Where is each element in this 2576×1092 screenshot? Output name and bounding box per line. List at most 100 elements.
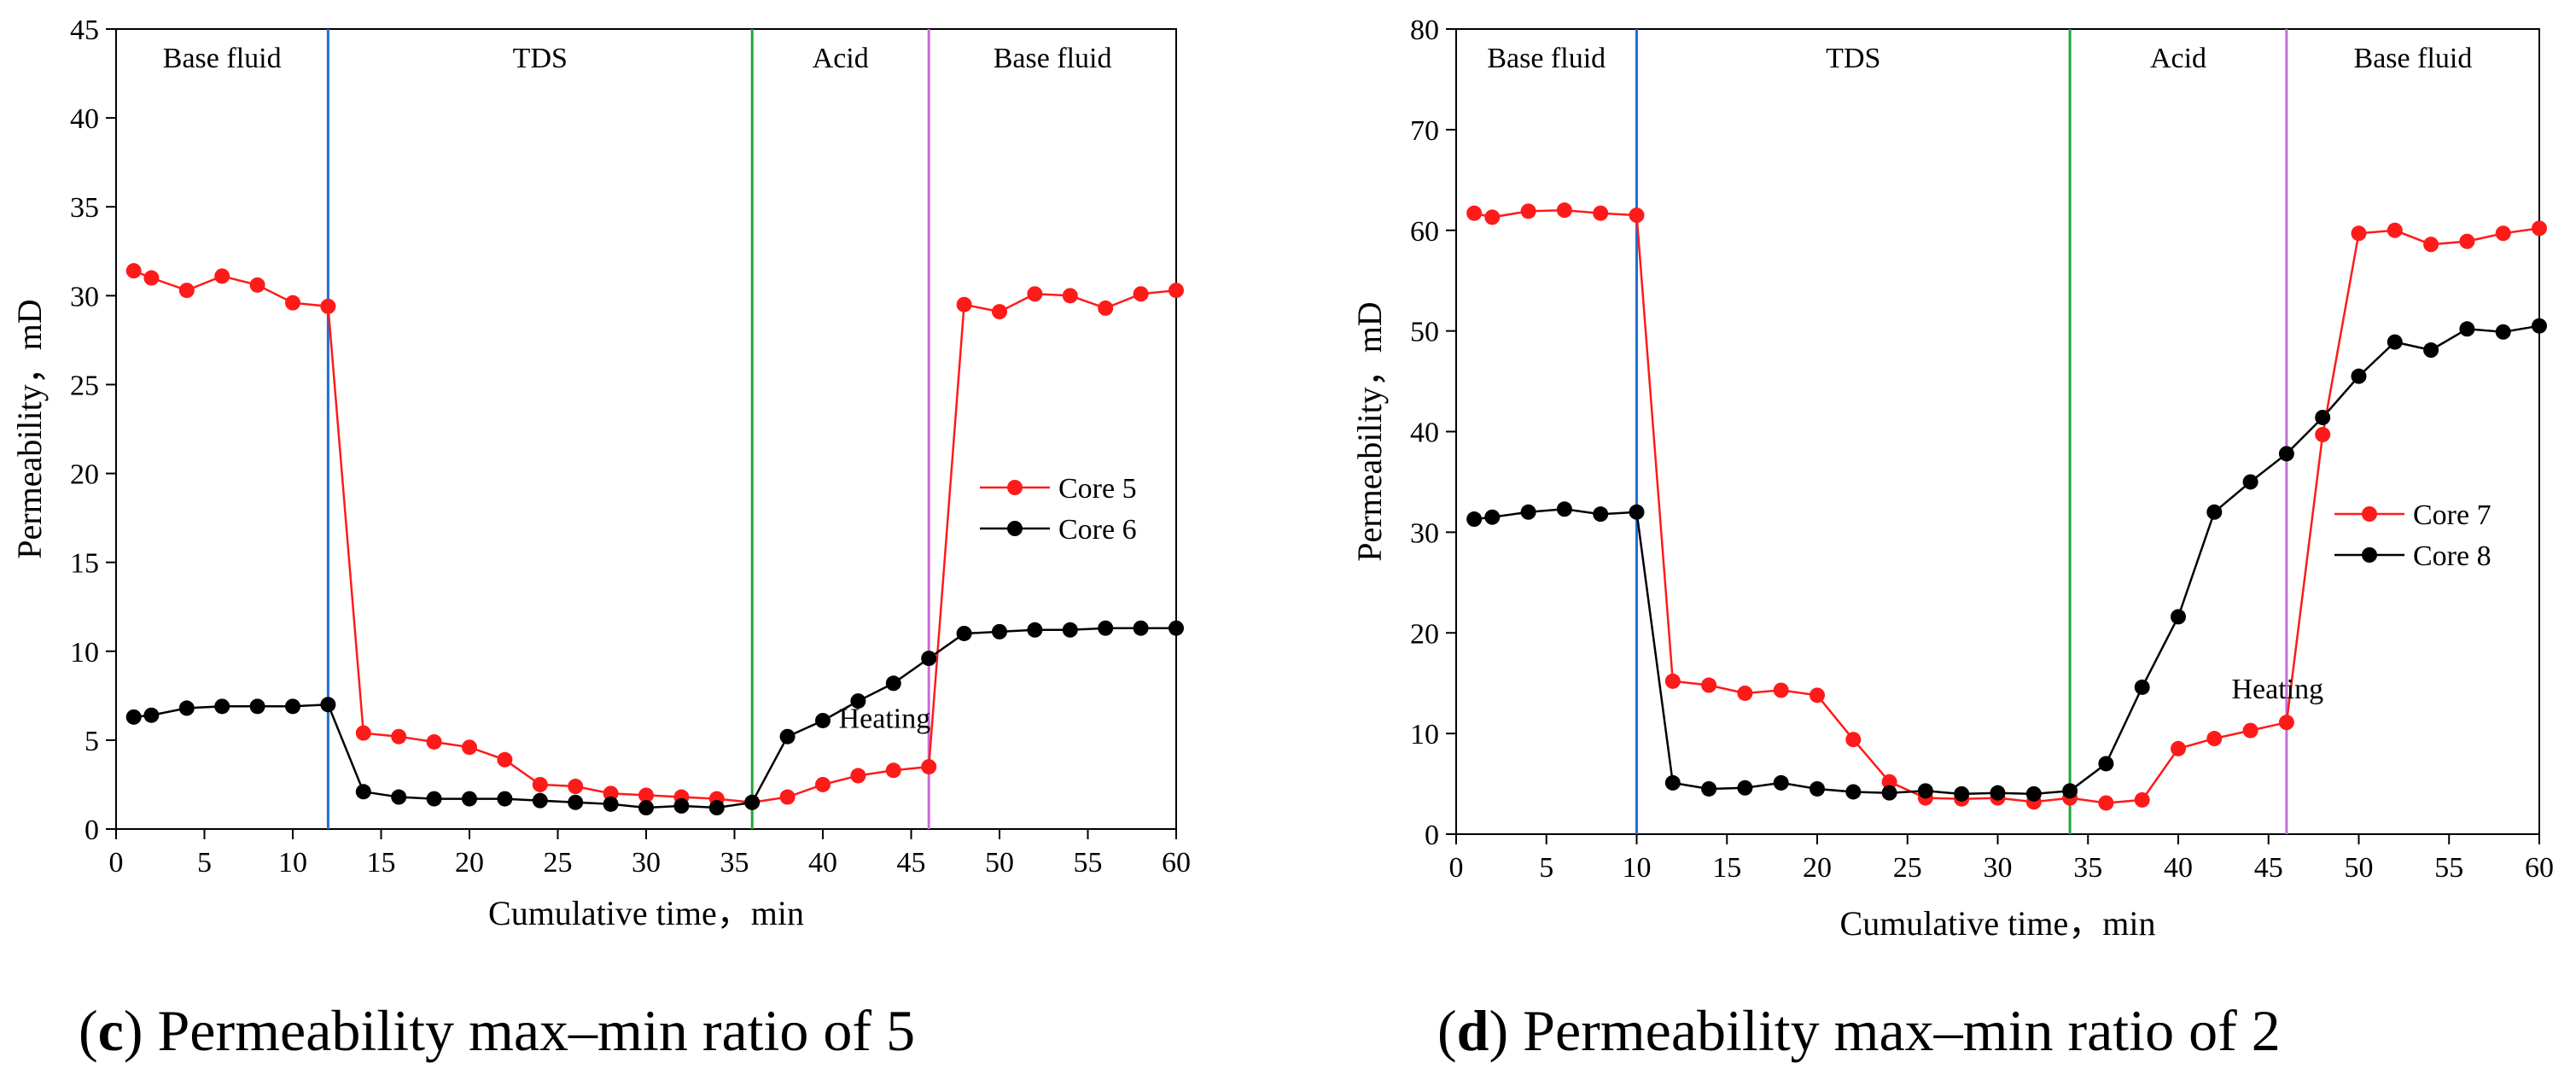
data-point	[497, 791, 513, 807]
data-point	[1556, 501, 1572, 517]
data-point	[1629, 207, 1645, 224]
x-tick-label: 20	[455, 847, 484, 879]
data-point	[2459, 321, 2475, 337]
data-point	[2134, 791, 2150, 808]
stage-label: TDS	[513, 43, 568, 74]
data-point	[249, 698, 265, 715]
data-point	[1881, 774, 1897, 790]
data-point	[2423, 342, 2439, 359]
data-point	[249, 277, 265, 293]
legend-label: Core 6	[1058, 514, 1137, 546]
data-point	[2278, 715, 2294, 731]
stage-label: Base fluid	[1487, 43, 1606, 74]
y-tick-label: 35	[70, 192, 99, 224]
y-tick-label: 0	[85, 815, 99, 846]
heating-annotation: Heating	[2232, 674, 2324, 705]
y-tick-label: 10	[70, 637, 99, 669]
data-point	[1737, 780, 1753, 796]
data-point	[1629, 504, 1645, 520]
data-point	[2098, 756, 2114, 772]
data-point	[214, 268, 230, 284]
data-point	[1027, 622, 1043, 638]
data-point	[603, 796, 619, 812]
data-point	[125, 709, 142, 725]
data-point	[1954, 785, 1970, 802]
x-tick-label: 30	[1984, 852, 2013, 884]
series-line-core-6	[133, 627, 1176, 809]
data-point	[2387, 334, 2403, 350]
data-point	[1062, 288, 1078, 304]
x-tick-label: 15	[1712, 852, 1741, 884]
stage-label: Acid	[813, 43, 869, 74]
x-tick-label: 50	[985, 847, 1014, 879]
data-point	[462, 791, 477, 807]
plot-frame	[1455, 28, 2540, 835]
x-tick-label: 55	[1074, 847, 1103, 879]
data-point	[426, 791, 442, 807]
data-point	[2387, 222, 2403, 238]
data-point	[1881, 785, 1897, 801]
data-point	[885, 762, 901, 779]
data-point	[850, 768, 866, 784]
x-tick-label: 50	[2345, 852, 2374, 884]
data-point	[143, 707, 160, 723]
x-tick-label: 60	[1162, 847, 1191, 879]
data-point	[355, 784, 371, 800]
data-point	[779, 789, 796, 805]
x-tick-label: 10	[278, 847, 307, 879]
stage-label: Base fluid	[163, 43, 282, 74]
data-point	[2134, 679, 2150, 695]
y-tick-label: 5	[85, 726, 99, 757]
data-point	[2315, 409, 2331, 425]
data-point	[2495, 324, 2511, 340]
y-tick-label: 30	[70, 281, 99, 312]
data-point	[178, 700, 195, 716]
legend-marker	[1007, 480, 1023, 495]
x-tick-label: 10	[1623, 852, 1652, 884]
x-axis-label: Cumulative time，min	[1840, 904, 2156, 943]
data-point	[125, 263, 142, 279]
data-point	[850, 693, 866, 710]
x-tick-label: 25	[1893, 852, 1922, 884]
data-point	[885, 675, 901, 692]
data-point	[2459, 233, 2475, 249]
data-point	[1593, 205, 1609, 221]
legend-marker	[2362, 547, 2377, 563]
data-point	[1466, 205, 1483, 221]
data-point	[2242, 474, 2258, 490]
legend-label: Core 5	[1058, 473, 1137, 505]
stage-label: TDS	[1826, 43, 1880, 74]
data-point	[2098, 795, 2114, 811]
x-tick-label: 15	[367, 847, 396, 879]
chart-panel-d: 0 5 10 15 20 25 30 35 40 45 50 55 60 0 10 20 30 40 50 60 70 8…	[1350, 15, 2554, 1063]
data-point	[1664, 673, 1681, 689]
data-point	[1027, 286, 1043, 302]
data-point	[568, 794, 584, 810]
data-point	[2171, 740, 2186, 756]
x-tick-label: 55	[2434, 852, 2463, 884]
data-point	[1701, 677, 1717, 693]
data-point	[497, 751, 513, 768]
data-point	[2278, 446, 2294, 462]
data-point	[1520, 504, 1536, 520]
data-point	[956, 625, 972, 641]
data-point	[2025, 785, 2042, 802]
x-tick-label: 35	[2073, 852, 2102, 884]
data-point	[1773, 682, 1789, 698]
data-point	[708, 800, 725, 816]
panel-caption: (c) Permeability max–min ratio of 5	[79, 998, 915, 1063]
y-tick-label: 20	[70, 459, 99, 491]
y-tick-label: 30	[1410, 517, 1439, 549]
data-point	[1556, 202, 1572, 219]
data-point	[1062, 622, 1078, 638]
legend-label: Core 8	[2413, 540, 2491, 572]
data-point	[815, 712, 830, 728]
data-point	[1484, 209, 1501, 225]
stage-label: Base fluid	[2354, 43, 2473, 74]
data-point	[673, 797, 690, 814]
panel-caption: (d) Permeability max–min ratio of 2	[1437, 998, 2281, 1063]
data-point	[1845, 732, 1862, 748]
data-point	[355, 725, 371, 741]
data-point	[462, 739, 477, 756]
